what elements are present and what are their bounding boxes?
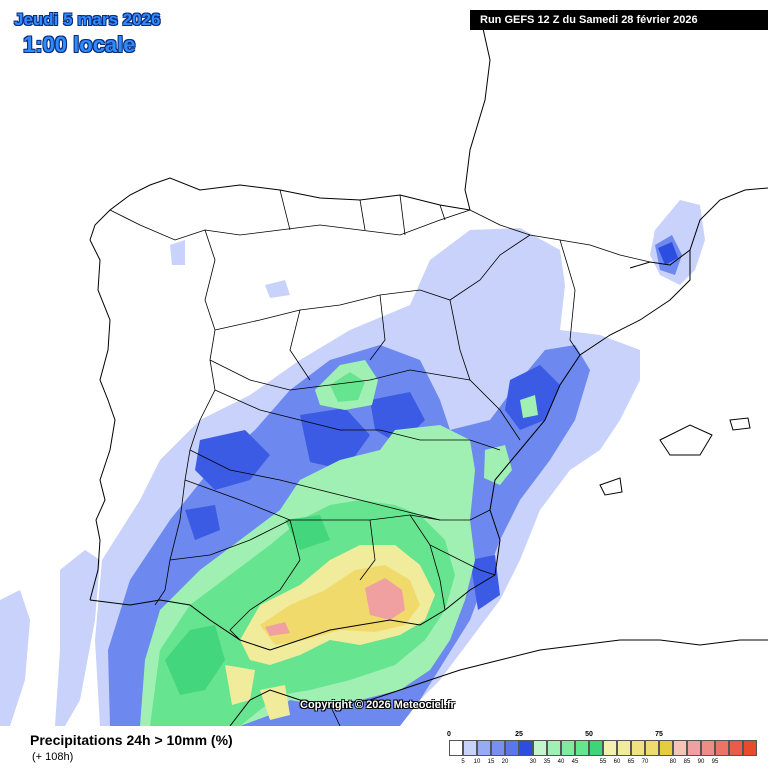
shading-dark-blue-1 <box>195 430 270 490</box>
legend-swatch <box>547 740 561 756</box>
shading-green-north <box>330 372 365 402</box>
legend-minor-label: 80 <box>669 759 677 765</box>
valid-date-label: Jeudi 5 mars 2026 <box>14 10 161 29</box>
legend-swatch <box>631 740 645 756</box>
legend-swatch <box>505 740 519 756</box>
shading-light-yellow-south <box>225 665 255 705</box>
legend-swatch <box>701 740 715 756</box>
legend-minor-label: 10 <box>473 759 481 765</box>
shading-dark-blue-7 <box>185 505 220 540</box>
legend-swatch <box>659 740 673 756</box>
color-scale-legend: 0 25 50 75 5 10 15 20 30 35 40 45 55 60 65 70 80 85 90 95 <box>444 731 764 767</box>
mallorca <box>659 424 713 456</box>
legend-swatch <box>519 740 533 756</box>
ibiza <box>599 477 623 496</box>
legend-minor-label: 70 <box>641 759 649 765</box>
legend-minor-label: 40 <box>557 759 565 765</box>
legend-major-label: 50 <box>585 731 593 738</box>
legend-minor-label: 45 <box>571 759 579 765</box>
shading-light-green-coast <box>520 395 538 418</box>
legend-swatches <box>449 740 757 756</box>
legend-major-label: 75 <box>655 731 663 738</box>
shading-dark-green <box>165 625 225 695</box>
legend-swatch <box>589 740 603 756</box>
legend-swatch <box>561 740 575 756</box>
legend-swatch <box>715 740 729 756</box>
legend-minor-label: 5 <box>461 759 465 765</box>
lead-time-label: (+ 108h) <box>32 751 74 763</box>
shading-light-green-east <box>484 445 512 485</box>
legend-swatch <box>533 740 547 756</box>
menorca <box>729 417 751 431</box>
shading-very-light-blue-north <box>170 240 185 265</box>
shading-salmon <box>365 578 405 620</box>
legend-swatch <box>491 740 505 756</box>
legend-minor-label: 95 <box>711 759 719 765</box>
legend-swatch <box>463 740 477 756</box>
legend-minor-label: 30 <box>529 759 537 765</box>
legend-swatch <box>449 740 463 756</box>
legend-minor-label: 35 <box>543 759 551 765</box>
legend-minor-label: 90 <box>697 759 705 765</box>
legend-swatch <box>617 740 631 756</box>
shading-very-light-blue-coast <box>55 550 100 726</box>
shading-very-light-blue-galicia <box>265 280 290 298</box>
shading-dark-green-2 <box>285 515 330 550</box>
legend-swatch <box>575 740 589 756</box>
copyright-label: Copyright © 2026 Meteociel.fr <box>300 699 455 711</box>
legend-swatch <box>603 740 617 756</box>
model-run-label: Run GEFS 12 Z du Samedi 28 février 2026 <box>470 10 768 30</box>
legend-major-label: 0 <box>447 731 451 738</box>
legend-swatch <box>477 740 491 756</box>
legend-minor-label: 20 <box>501 759 509 765</box>
legend-minor-label: 15 <box>487 759 495 765</box>
shading-salmon-2 <box>265 622 290 636</box>
legend-swatch <box>743 740 757 756</box>
legend-swatch <box>687 740 701 756</box>
legend-swatch <box>645 740 659 756</box>
legend-swatch <box>729 740 743 756</box>
shading-dark-blue-9 <box>658 242 678 265</box>
valid-time-label: 1:00 locale <box>23 32 136 57</box>
parameter-title: Precipitations 24h > 10mm (%) <box>30 732 233 748</box>
shading-very-light-blue-west <box>0 590 30 726</box>
legend-minor-label: 60 <box>613 759 621 765</box>
shading-dark-blue-2 <box>300 408 370 470</box>
legend-minor-label: 65 <box>627 759 635 765</box>
region-borders <box>109 189 651 727</box>
legend-swatch <box>673 740 687 756</box>
legend-minor-label: 85 <box>683 759 691 765</box>
legend-minor-label: 55 <box>599 759 607 765</box>
legend-major-label: 25 <box>515 731 523 738</box>
coastlines <box>89 14 768 727</box>
